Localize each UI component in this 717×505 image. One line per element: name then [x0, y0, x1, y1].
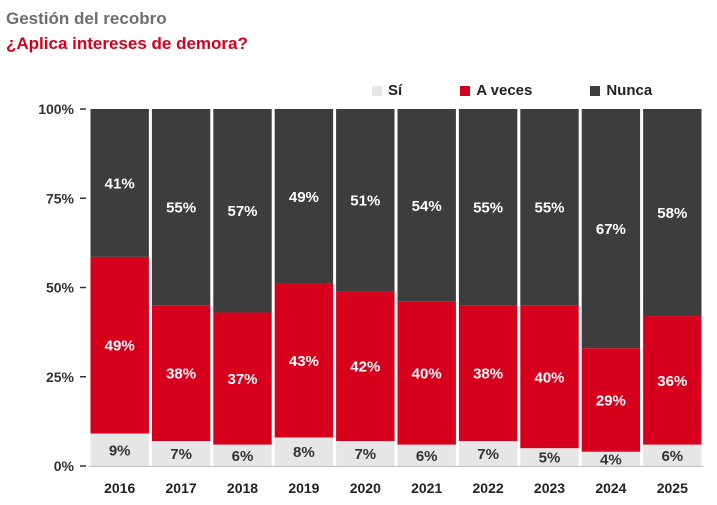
bar-segment-a-veces — [274, 283, 334, 438]
data-label-si: 7% — [354, 446, 376, 463]
x-tick-label: 2017 — [166, 480, 197, 496]
x-tick-label: 2016 — [104, 480, 135, 496]
data-label-a-veces: 43% — [289, 353, 319, 370]
chart-subtitle: ¿Aplica intereses de demora? — [6, 34, 248, 53]
legend-item-nunca: Nunca — [590, 82, 652, 99]
data-label-nunca: 54% — [412, 198, 442, 215]
data-label-si: 8% — [293, 444, 315, 461]
data-label-nunca: 55% — [473, 200, 503, 217]
legend-label-a-veces: A veces — [476, 82, 533, 99]
x-tick-label: 2021 — [411, 480, 442, 496]
data-label-si: 4% — [600, 451, 622, 468]
bar-segment-si — [520, 448, 579, 466]
data-label-a-veces: 49% — [105, 338, 135, 355]
data-label-nunca: 51% — [350, 193, 380, 210]
bar-segment-a-veces — [643, 316, 702, 445]
data-label-a-veces: 37% — [227, 371, 257, 388]
x-tick-label: 2025 — [657, 480, 688, 496]
data-label-nunca: 57% — [227, 203, 257, 220]
bar-segment-a-veces — [520, 305, 579, 449]
y-tick-label: 75% — [46, 190, 75, 206]
legend-item-a-veces: A veces — [460, 82, 532, 99]
data-label-a-veces: 36% — [657, 373, 687, 390]
legend-swatch-a-veces — [460, 85, 471, 96]
bar-segment-si — [151, 441, 211, 466]
bar-segment-nunca — [151, 109, 211, 306]
x-tick-label: 2023 — [534, 480, 565, 496]
data-label-si: 5% — [539, 450, 561, 467]
bar-segment-nunca — [274, 109, 334, 284]
bar-segment-si — [90, 433, 149, 466]
legend-swatch-si — [372, 85, 382, 96]
bar-segment-si — [581, 451, 641, 466]
bar-segment-a-veces — [397, 301, 456, 445]
bar-segment-si — [643, 444, 702, 466]
bar-segment-nunca — [581, 109, 641, 349]
bar-segment-a-veces — [213, 312, 272, 445]
data-label-nunca: 55% — [166, 200, 196, 217]
y-tick-label: 50% — [46, 280, 75, 296]
bar-segment-a-veces — [581, 348, 641, 452]
data-label-nunca: 58% — [657, 205, 687, 222]
data-label-a-veces: 38% — [473, 366, 503, 383]
chart-legend: Sí A veces Nunca — [372, 82, 662, 99]
data-label-a-veces: 40% — [412, 366, 442, 383]
legend-label-nunca: Nunca — [606, 82, 653, 99]
legend-item-si: Sí — [372, 82, 402, 99]
bar-segment-a-veces — [151, 305, 211, 442]
y-tick-label: 0% — [54, 458, 75, 474]
data-label-a-veces: 38% — [166, 366, 196, 383]
data-label-a-veces: 42% — [350, 359, 380, 376]
chart-title: Gestión del recobro — [6, 9, 167, 28]
chart-heading: Gestión del recobro ¿Aplica intereses de… — [6, 8, 248, 55]
x-tick-label: 2018 — [227, 480, 258, 496]
data-label-a-veces: 40% — [534, 369, 564, 386]
x-tick-label: 2020 — [350, 480, 381, 496]
data-label-nunca: 49% — [289, 189, 319, 206]
data-label-si: 7% — [170, 446, 192, 463]
bar-segment-nunca — [397, 109, 456, 302]
y-tick-label: 100% — [38, 101, 74, 117]
data-label-nunca: 41% — [105, 175, 135, 192]
data-label-nunca: 67% — [596, 221, 626, 238]
data-label-nunca: 55% — [534, 200, 564, 217]
legend-label-si: Sí — [388, 82, 403, 99]
data-label-si: 6% — [661, 448, 683, 465]
x-tick-label: 2024 — [595, 480, 626, 496]
bar-segment-nunca — [213, 109, 272, 313]
data-label-si: 6% — [416, 448, 438, 465]
bar-segment-a-veces — [336, 291, 395, 442]
bar-segment-si — [213, 444, 272, 466]
bar-segment-a-veces — [458, 305, 518, 442]
bar-segment-nunca — [90, 109, 149, 257]
bar-segment-nunca — [336, 109, 395, 292]
bar-segment-nunca — [458, 109, 518, 306]
bar-segment-nunca — [643, 109, 702, 317]
x-tick-label: 2022 — [473, 480, 504, 496]
bar-segment-si — [397, 444, 456, 466]
bar-segment-si — [336, 441, 395, 466]
bar-segment-si — [274, 437, 334, 466]
y-tick-label: 25% — [46, 369, 75, 385]
x-tick-label: 2019 — [288, 480, 319, 496]
data-label-si: 9% — [109, 442, 131, 459]
bar-segment-a-veces — [90, 256, 149, 434]
legend-swatch-nunca — [590, 85, 601, 96]
bar-segment-nunca — [520, 109, 579, 306]
data-label-si: 6% — [232, 448, 254, 465]
data-label-a-veces: 29% — [596, 392, 626, 409]
bar-segment-si — [458, 441, 518, 466]
data-label-si: 7% — [477, 446, 499, 463]
